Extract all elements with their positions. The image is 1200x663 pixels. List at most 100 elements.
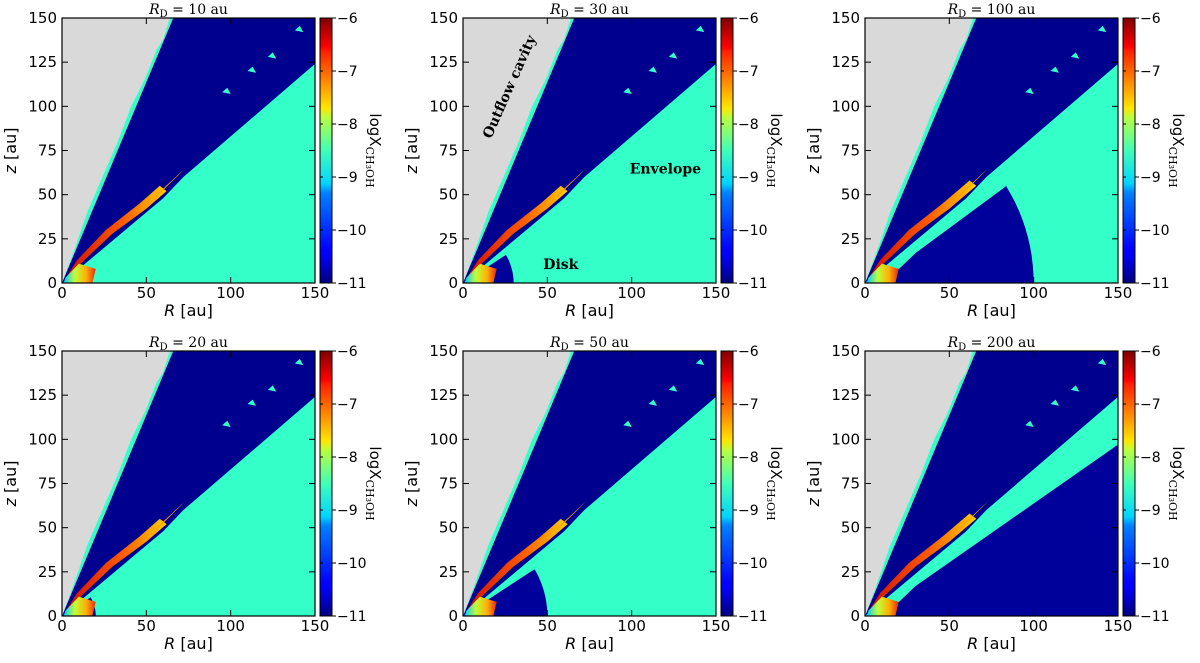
- y-tick-label: 75: [439, 475, 458, 493]
- boundary-notch: [648, 399, 657, 406]
- y-axis-label: z [au]: [402, 461, 421, 508]
- colorbar-label-sub: CH₃OH: [1166, 147, 1179, 188]
- colorbar-label: logXCH₃OH: [1166, 446, 1187, 520]
- boundary-notch: [1097, 358, 1107, 366]
- disk-region: [892, 185, 1034, 283]
- boundary-notch: [1097, 25, 1107, 33]
- boundary-notch: [294, 25, 304, 33]
- x-axis-label-var: R: [565, 301, 576, 320]
- y-tick-label: 100: [831, 430, 860, 448]
- x-axis-label: R [au]: [164, 634, 213, 653]
- colorbar-label-prefix: logX: [366, 446, 384, 479]
- panel-title-sub: D: [958, 9, 966, 20]
- y-tick-label: 100: [28, 97, 57, 115]
- y-tick-label: 0: [47, 607, 57, 625]
- boundary-notch: [222, 87, 231, 94]
- panel-title-sub: D: [561, 342, 569, 353]
- y-tick-label: 0: [850, 274, 860, 292]
- colorbar-label-sub: CH₃OH: [363, 480, 376, 521]
- envelope-annotation: Envelope: [630, 161, 701, 177]
- panel-title: RD = 10 au: [148, 2, 228, 20]
- outflow-cavity-region: [865, 18, 973, 283]
- x-tick-label: 100: [216, 617, 245, 635]
- colorbar-tick-label: −11: [738, 276, 768, 292]
- colorbar-label-sub: CH₃OH: [764, 147, 777, 188]
- inner-core-region: [866, 263, 899, 283]
- x-axis-label-var: R: [565, 634, 576, 653]
- x-axis-label-var: R: [967, 634, 978, 653]
- colorbar-tick-label: −7: [337, 64, 358, 80]
- ridge-high-abundance: [67, 185, 167, 280]
- x-axis-label-unit: [au]: [576, 301, 614, 320]
- plot-area: [865, 18, 1118, 283]
- x-tick-label: 150: [301, 617, 330, 635]
- y-tick-label: 125: [831, 386, 860, 404]
- colorbar: [1122, 17, 1136, 284]
- panel-title-main: R: [549, 335, 561, 351]
- y-axis-label-unit: [au]: [402, 461, 421, 499]
- x-axis-label: R [au]: [565, 301, 614, 320]
- x-tick-label: 0: [57, 617, 67, 635]
- y-tick-label: 125: [28, 53, 57, 71]
- colorbar-tick-label: −10: [1140, 223, 1170, 239]
- y-tick-label: 75: [439, 142, 458, 160]
- colorbar-tick-label: −8: [1140, 117, 1161, 133]
- plot-area: [463, 18, 716, 283]
- y-axis-label: z [au]: [1, 461, 20, 508]
- panel-title-main: R: [947, 2, 959, 18]
- y-tick-label: 50: [38, 519, 57, 537]
- x-tick-label: 100: [617, 617, 646, 635]
- y-axis-label: z [au]: [804, 461, 823, 508]
- colorbar-tick-label: −8: [337, 117, 358, 133]
- inner-core-region: [63, 263, 96, 283]
- outflow-cavity-region: [62, 351, 170, 616]
- ridge-tail: [555, 499, 588, 532]
- x-axis-label: R [au]: [565, 634, 614, 653]
- colorbar-tick-label: −9: [738, 170, 759, 186]
- x-tick-label: 0: [860, 284, 870, 302]
- colorbar-label-sub: CH₃OH: [363, 147, 376, 188]
- colorbar-tick-label: −6: [1140, 344, 1161, 360]
- y-tick-label: 25: [439, 230, 458, 248]
- colorbar-tick-label: −11: [337, 276, 367, 292]
- y-tick-label: 25: [439, 563, 458, 581]
- colorbar-label-prefix: logX: [1169, 113, 1187, 146]
- colorbar-tick-label: −6: [337, 344, 358, 360]
- y-tick-label: 75: [38, 142, 57, 160]
- y-tick-label: 125: [429, 53, 458, 71]
- colorbar: [1122, 350, 1136, 617]
- inner-core-region: [464, 596, 497, 616]
- y-tick-label: 150: [831, 342, 860, 360]
- x-axis-label-unit: [au]: [175, 634, 213, 653]
- colorbar-tick-label: −7: [1140, 64, 1161, 80]
- ridge-high-abundance: [870, 180, 977, 280]
- boundary-notch: [648, 66, 657, 73]
- colorbar-tick-label: −6: [337, 11, 358, 27]
- panel-title-sub: D: [160, 342, 168, 353]
- colorbar-label-prefix: logX: [366, 113, 384, 146]
- colorbar-label-sub: CH₃OH: [764, 480, 777, 521]
- y-tick-label: 50: [841, 519, 860, 537]
- panel-title: RD = 30 au: [549, 2, 629, 20]
- colorbar-tick-label: −8: [337, 450, 358, 466]
- x-tick-label: 50: [137, 284, 156, 302]
- y-tick-label: 125: [28, 386, 57, 404]
- y-tick-label: 150: [28, 342, 57, 360]
- ridge-tail: [154, 166, 187, 199]
- ridge-tail: [154, 499, 187, 532]
- y-tick-label: 50: [841, 186, 860, 204]
- y-tick-label: 25: [38, 230, 57, 248]
- x-axis-label-unit: [au]: [978, 301, 1016, 320]
- x-tick-label: 50: [538, 617, 557, 635]
- x-tick-label: 150: [702, 284, 731, 302]
- y-tick-label: 150: [429, 342, 458, 360]
- ridge-tail: [957, 166, 990, 199]
- y-tick-label: 0: [448, 607, 458, 625]
- plot-area: [62, 351, 315, 616]
- y-tick-label: 100: [429, 430, 458, 448]
- y-tick-label: 150: [28, 9, 57, 27]
- colorbar-tick-label: −6: [738, 344, 759, 360]
- boundary-notch: [222, 420, 231, 427]
